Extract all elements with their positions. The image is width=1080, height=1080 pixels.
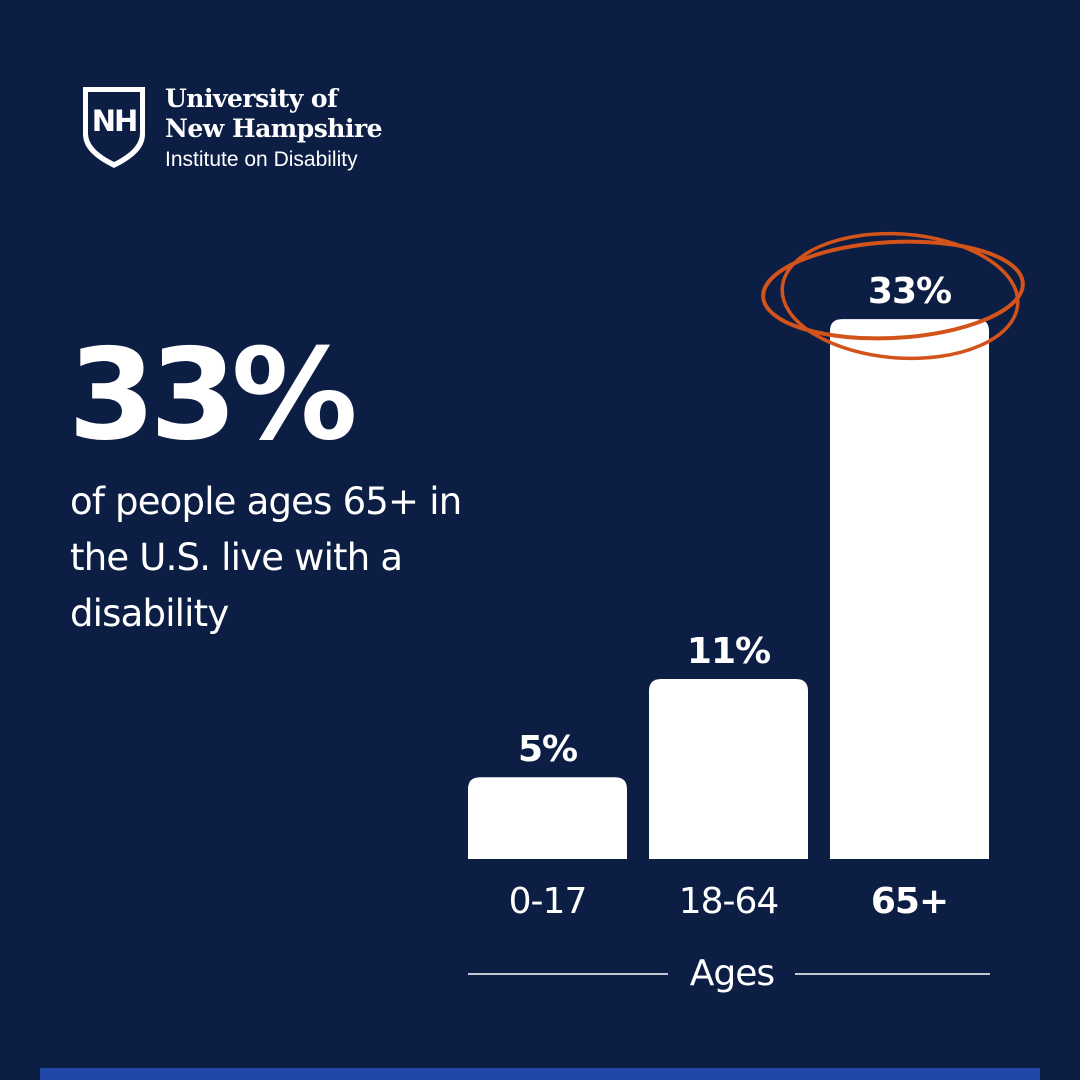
logo-university-line: University of: [165, 84, 338, 113]
bar-18-64: [649, 679, 808, 859]
headline-caption: of people ages 65+ in the U.S. live with…: [70, 480, 462, 635]
highlight-circle-stroke-2: [780, 231, 1020, 361]
logo-name-line: New Hampshire: [165, 114, 383, 143]
data-label-0-17: 5%: [518, 729, 577, 770]
x-axis-title: Ages: [690, 953, 774, 994]
bar-65: [830, 319, 989, 859]
category-label-18-64: 18-64: [679, 881, 779, 922]
headline-stat: 33%: [68, 321, 358, 468]
data-label-65: 33%: [868, 271, 951, 312]
data-label-18-64: 11%: [687, 631, 770, 672]
highlight-circle-stroke-1: [761, 239, 1025, 341]
bar-0-17: [468, 777, 627, 859]
bottom-accent-bar: [40, 1068, 1040, 1080]
logo-institute-line: Institute on Disability: [165, 148, 358, 171]
unh-shield-icon: NH: [83, 87, 145, 168]
category-label-65: 65+: [871, 881, 948, 922]
shield-letters: NH: [92, 104, 137, 138]
category-label-0-17: 0-17: [509, 881, 587, 922]
